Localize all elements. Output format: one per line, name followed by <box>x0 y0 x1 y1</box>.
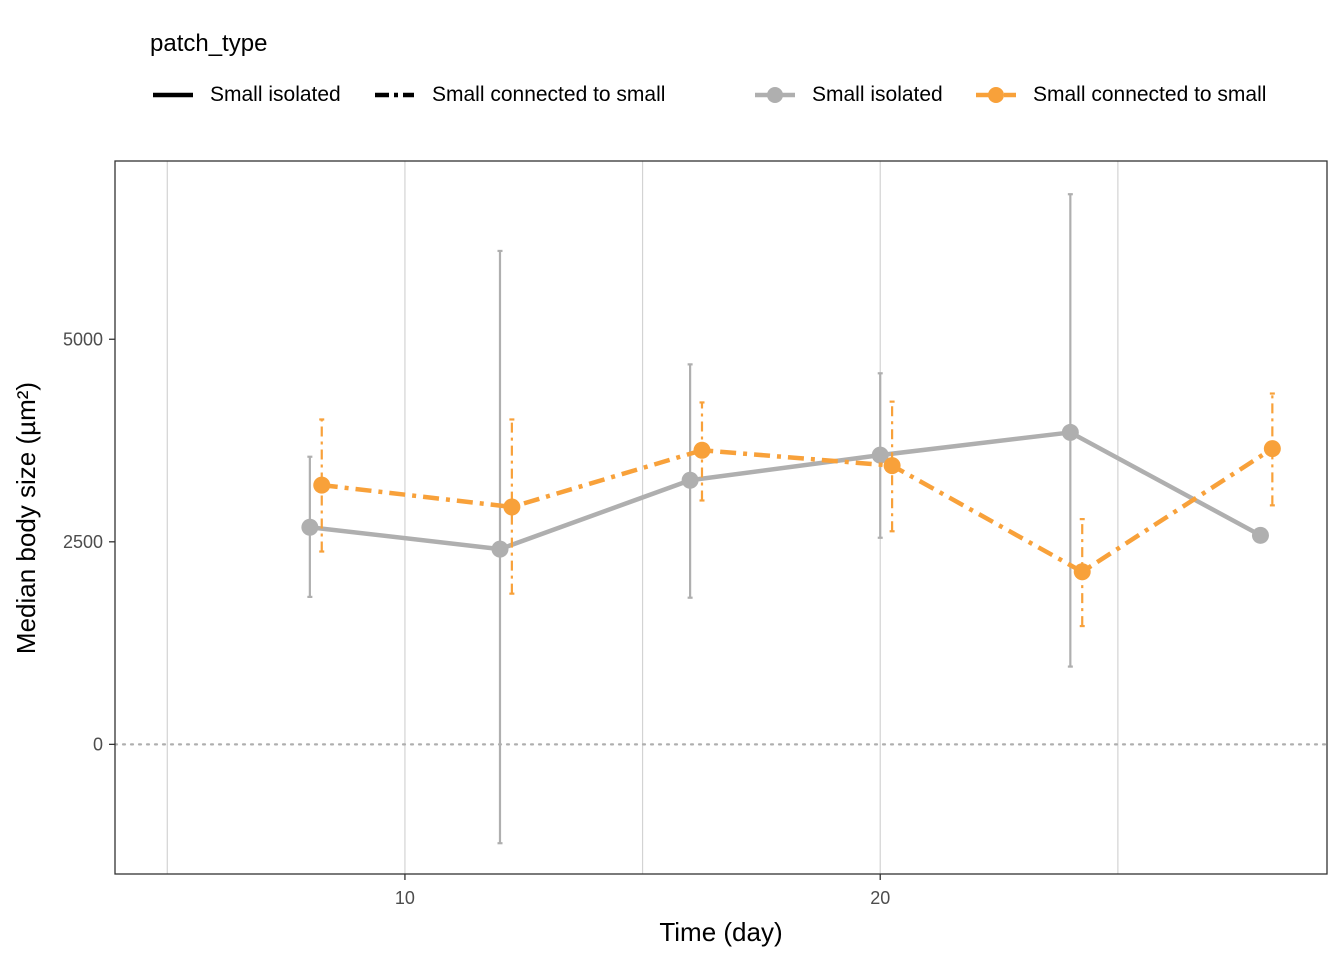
plot-panel-border <box>114 160 1328 875</box>
x-tick-label: 10 <box>395 888 415 908</box>
data-point <box>1073 563 1091 581</box>
data-point <box>1263 440 1281 458</box>
data-point <box>681 471 699 489</box>
series-0 <box>301 193 1269 845</box>
data-point <box>313 476 331 494</box>
data-point <box>301 518 319 536</box>
data-point <box>883 457 901 475</box>
y-tick-label: 5000 <box>63 329 103 349</box>
legend-linetype-label-solid: Small isolated <box>210 83 341 106</box>
y-axis-title: Median body size (µm²) <box>11 382 41 654</box>
data-point <box>1061 423 1079 441</box>
data-point <box>491 540 509 558</box>
legend-color-label-gray: Small isolated <box>812 83 943 106</box>
series-1 <box>313 392 1281 628</box>
legend-color-key-point <box>988 87 1004 103</box>
data-point <box>503 498 521 516</box>
y-tick-label: 2500 <box>63 532 103 552</box>
legend-keys <box>153 87 1016 103</box>
data-point <box>871 446 889 464</box>
legend-title: patch_type <box>150 30 268 57</box>
legend-linetype-label-dashed: Small connected to small <box>432 83 666 106</box>
series-line <box>321 446 1274 575</box>
legend-color-label-orange: Small connected to small <box>1033 83 1267 106</box>
legend-color-key-point <box>767 87 783 103</box>
x-tick-label: 20 <box>870 888 890 908</box>
series-line <box>309 430 1262 552</box>
y-tick-label: 0 <box>93 734 103 754</box>
x-axis-title: Time (day) <box>659 917 782 947</box>
data-point <box>693 441 711 459</box>
data-point <box>1251 526 1269 544</box>
x-axis-ticks: 10 20 <box>395 874 890 908</box>
series-layer <box>301 193 1281 845</box>
y-axis-ticks: 0 2500 5000 <box>63 329 115 754</box>
